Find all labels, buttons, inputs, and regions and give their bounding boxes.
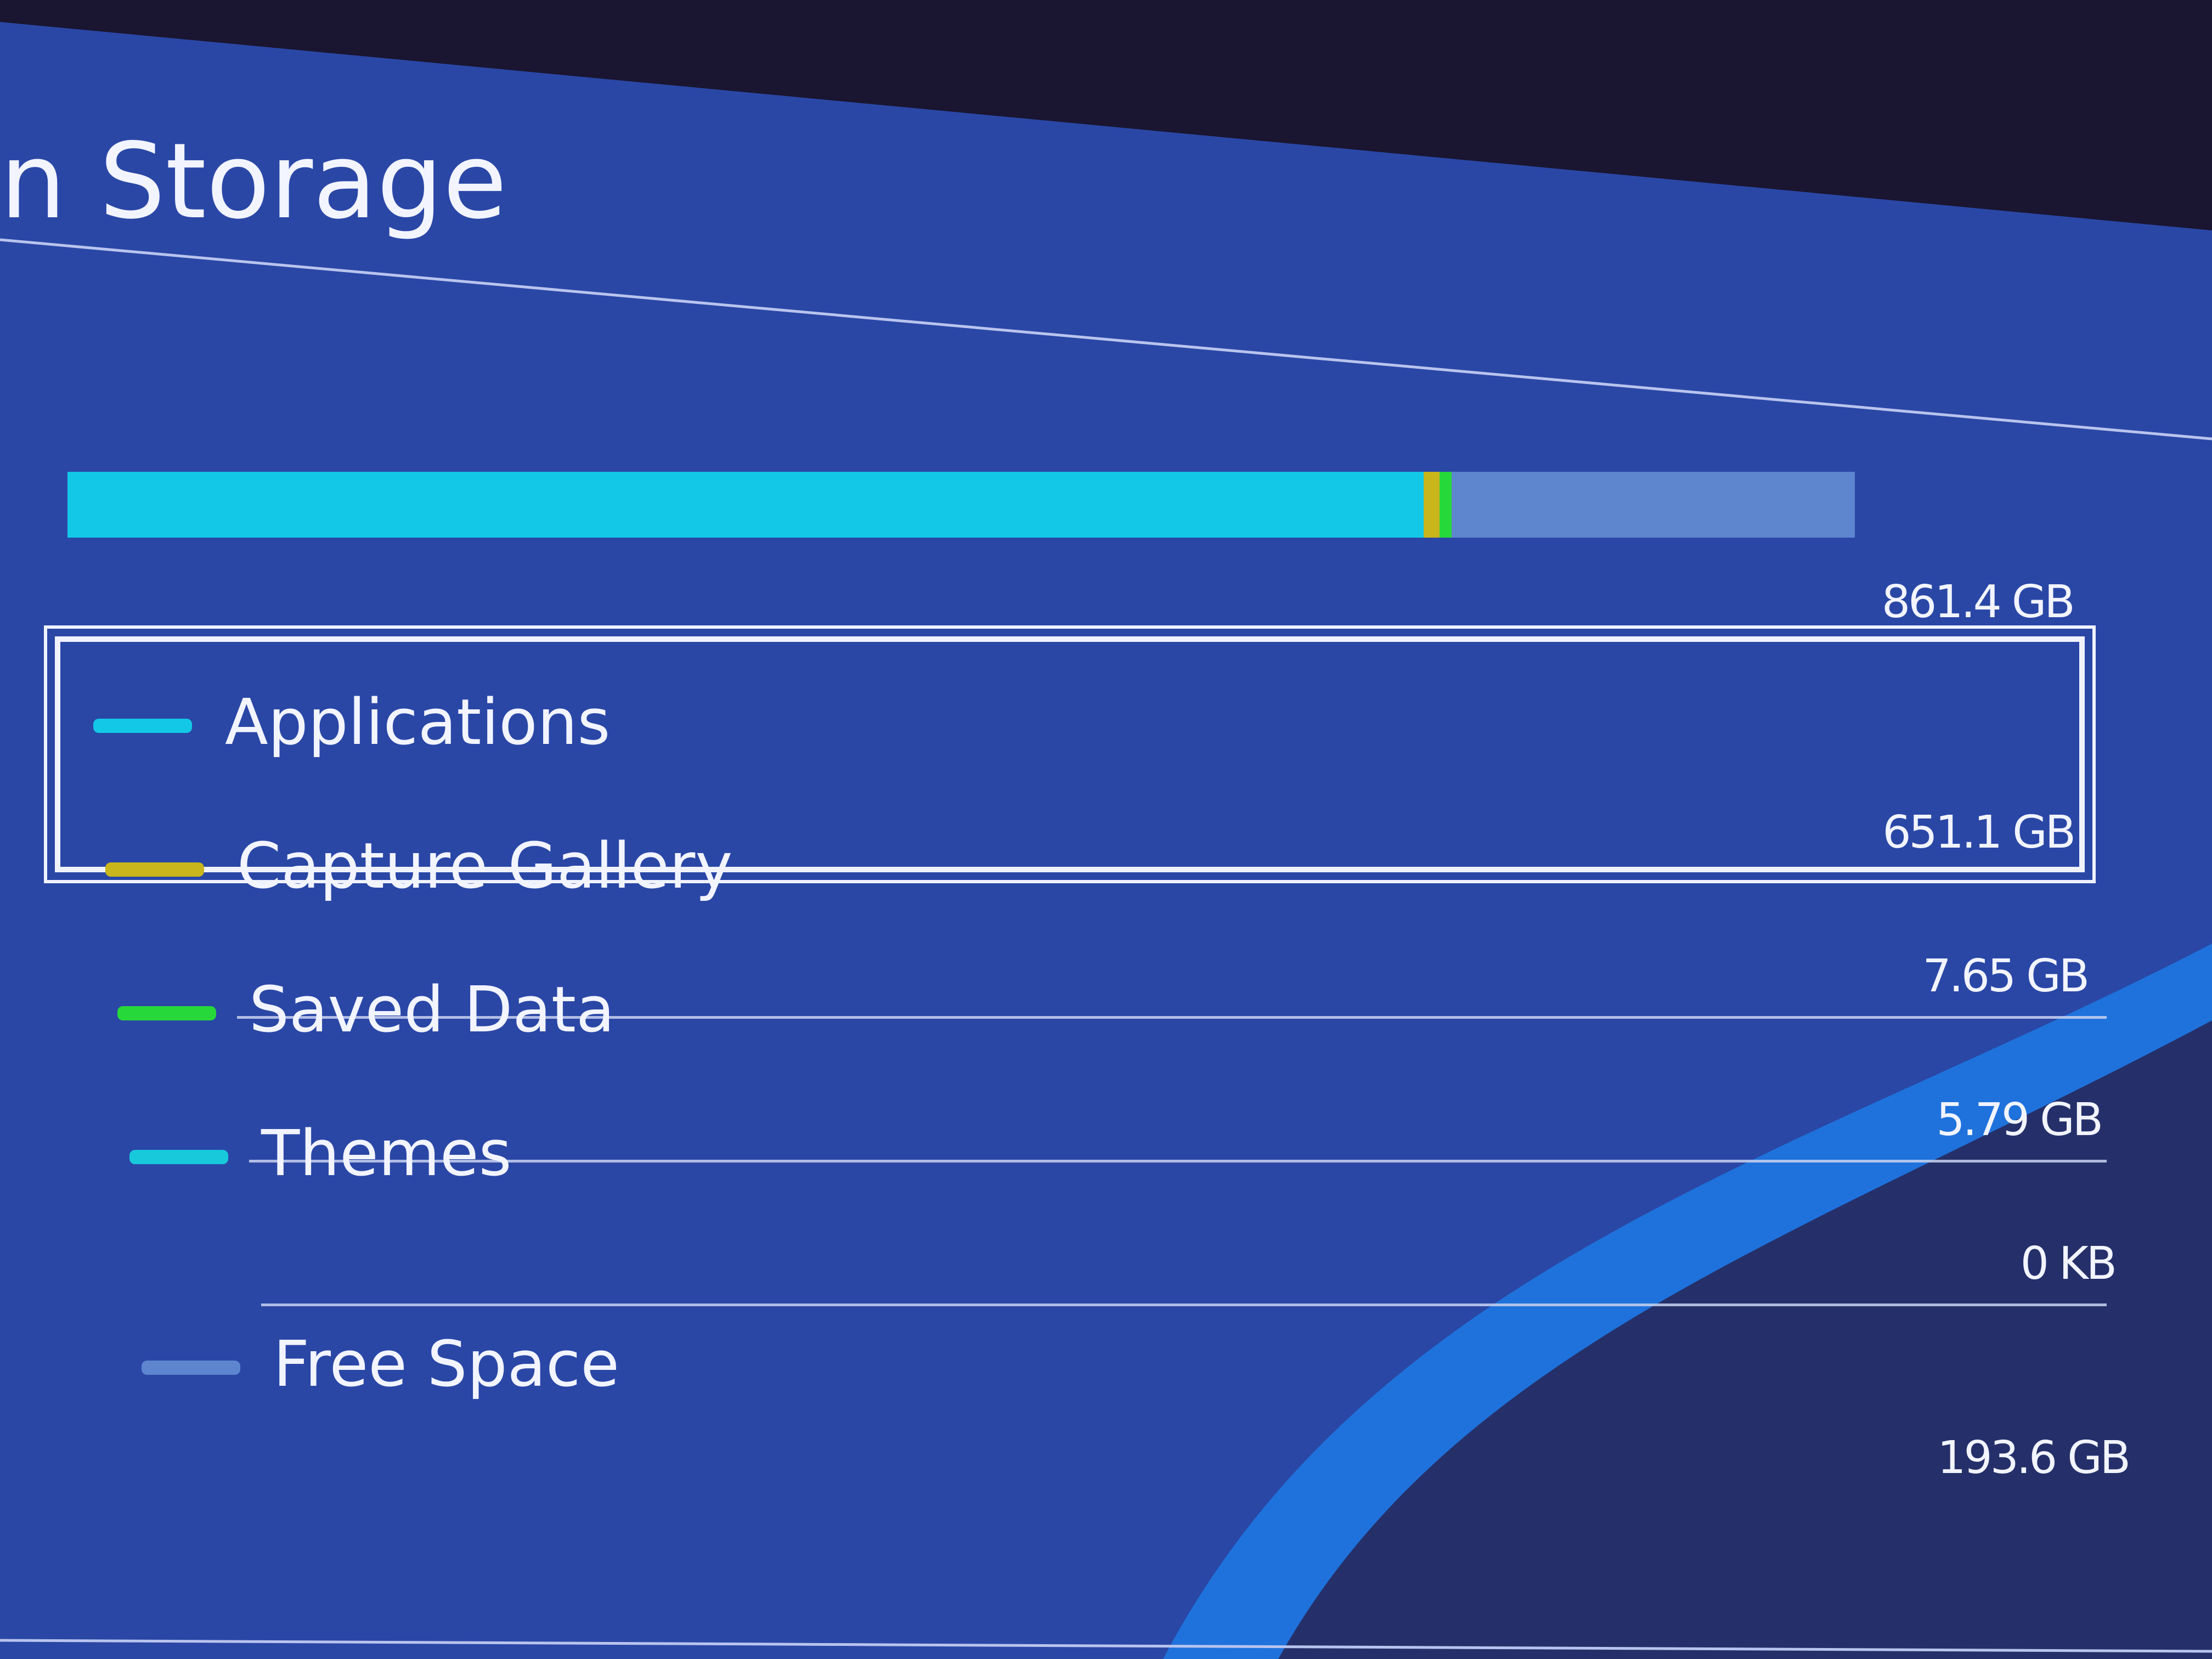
usage-bar xyxy=(67,472,1861,538)
total-value: 861.4 xyxy=(1882,576,2002,628)
size-unit: KB xyxy=(2058,1238,2117,1290)
title: n Storage xyxy=(0,121,507,242)
row-separator xyxy=(249,1160,2107,1163)
size-value: 0 xyxy=(2020,1238,2049,1290)
selection-frame xyxy=(44,625,2096,883)
size-value: 193.6 xyxy=(1937,1432,2057,1484)
category-size: 7.65 GB xyxy=(1594,950,2090,1002)
category-size: 0 KB xyxy=(1621,1238,2117,1290)
category-label: Themes xyxy=(261,1117,512,1190)
category-size: 193.6 GB xyxy=(1635,1432,2131,1484)
size-unit: GB xyxy=(2012,806,2076,859)
legend-swatch xyxy=(93,719,192,733)
row-separator xyxy=(237,1016,2107,1019)
bar-segment xyxy=(1423,472,1440,538)
size-value: 7.65 xyxy=(1922,950,2017,1002)
dark-edge xyxy=(0,0,2212,230)
wave-light xyxy=(1163,944,2212,1659)
category-size: 5.79 GB xyxy=(1607,1094,2103,1146)
size-unit: GB xyxy=(2040,1094,2103,1146)
size-value: 651.1 xyxy=(1882,806,2002,859)
size-unit: GB xyxy=(2026,950,2090,1002)
total-size: 861.4 GB xyxy=(1882,576,2075,628)
category-label: Saved Data xyxy=(249,973,615,1047)
bar-segment xyxy=(1451,472,1855,538)
bar-segment xyxy=(1439,472,1452,538)
total-unit: GB xyxy=(2011,576,2075,628)
title-rule xyxy=(0,238,2212,441)
legend-swatch xyxy=(105,862,204,877)
legend-swatch xyxy=(142,1361,240,1375)
size-value: 5.79 xyxy=(1936,1094,2030,1146)
row-separator xyxy=(261,1304,2107,1306)
legend-swatch xyxy=(129,1150,228,1164)
category-size: 651.1 GB xyxy=(1580,806,2076,859)
category-label: Applications xyxy=(225,686,611,759)
category-label: Free Space xyxy=(273,1328,620,1401)
legend-swatch xyxy=(117,1006,216,1020)
category-label: Capture Gallery xyxy=(237,830,733,903)
bar-segment xyxy=(67,472,1424,538)
bottom-rule xyxy=(0,1639,2212,1653)
size-unit: GB xyxy=(2067,1432,2131,1484)
